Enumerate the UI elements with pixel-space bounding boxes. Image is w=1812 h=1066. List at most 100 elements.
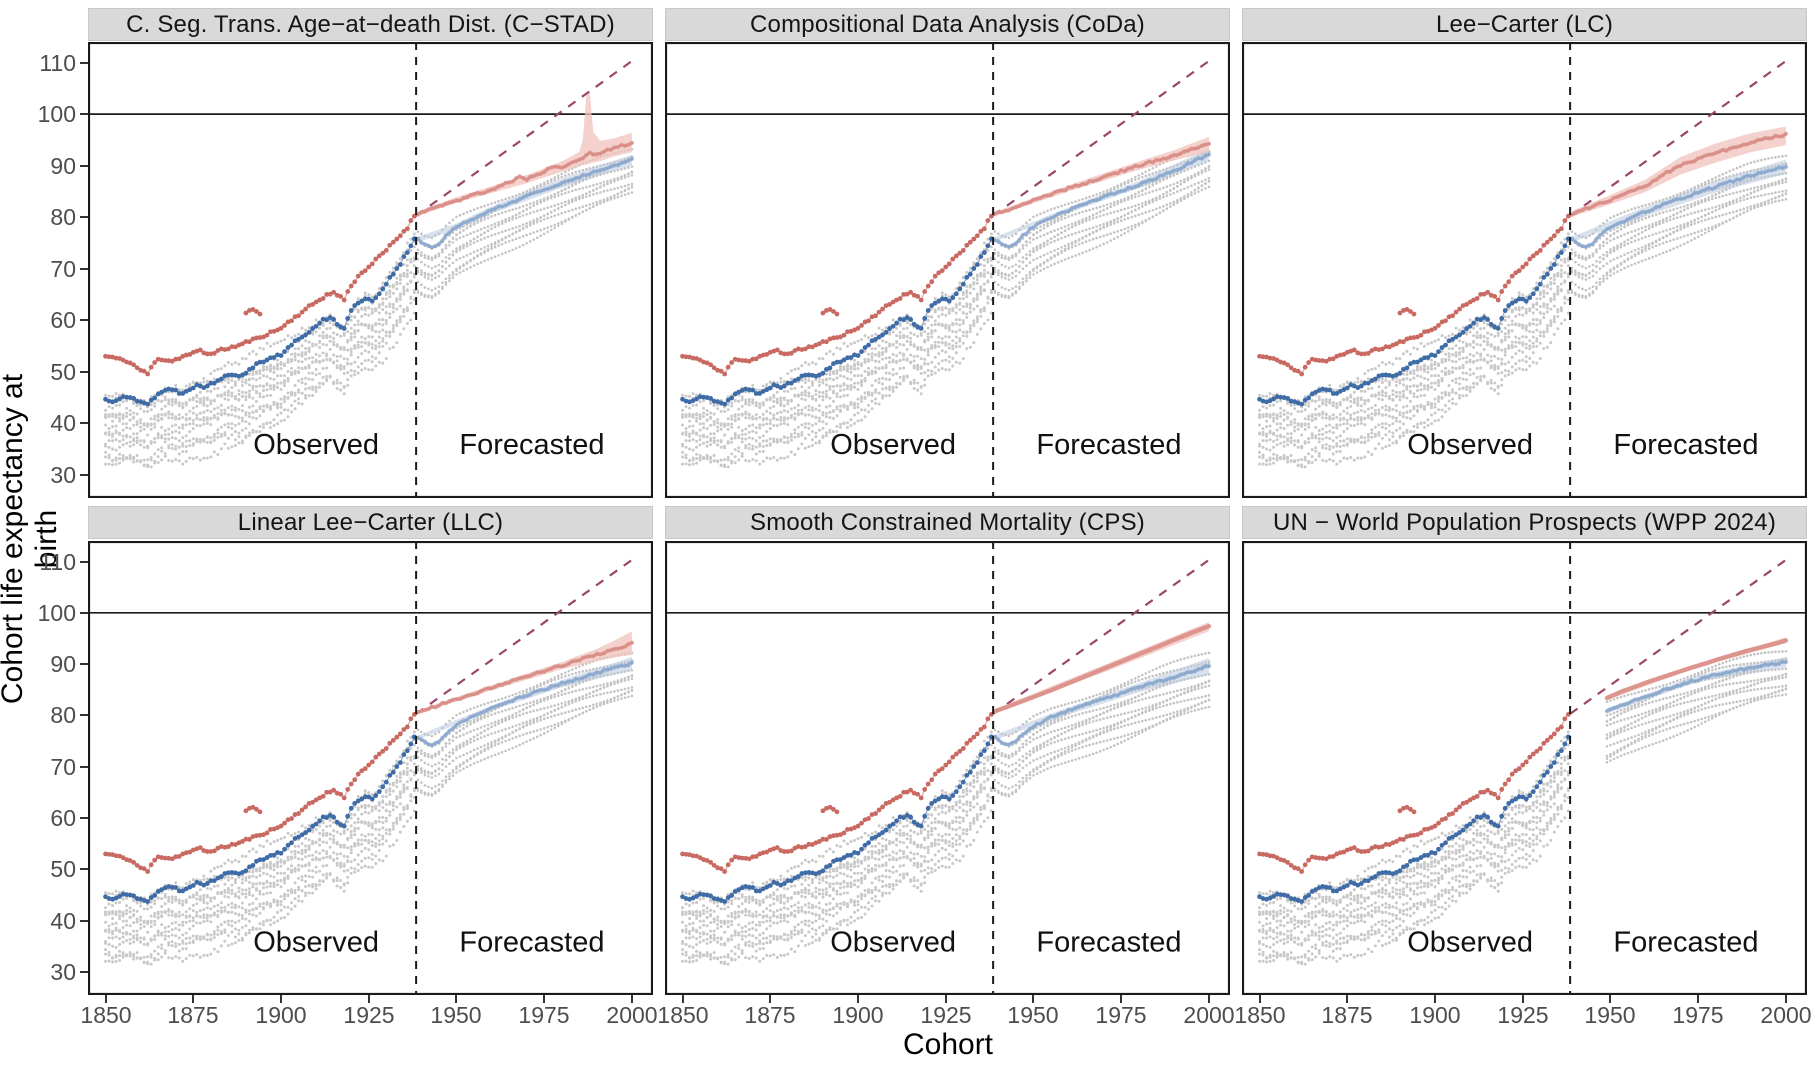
- panel-coda: Observed Forecasted: [664, 41, 1231, 499]
- y-tick-label: 110: [39, 549, 76, 575]
- forecast-points: [1569, 131, 1789, 217]
- forecast-points: [415, 140, 635, 217]
- forecast-points: [415, 156, 635, 250]
- y-tick-label: 50: [50, 856, 76, 882]
- y-tick-label: 40: [50, 410, 76, 436]
- y-tick-label: 90: [50, 153, 76, 179]
- y-tick: [80, 371, 88, 373]
- y-tick: [80, 268, 88, 270]
- x-tick-label: 1950: [430, 1002, 482, 1028]
- facet-title-coda: Compositional Data Analysis (CoDa): [750, 10, 1145, 38]
- forecast-points: [1569, 164, 1789, 249]
- x-tick-label: 2000: [1760, 1002, 1812, 1028]
- panel-border: [1241, 540, 1808, 996]
- x-tick-label: 1925: [343, 1002, 395, 1028]
- observed-red-points-line: [105, 714, 415, 873]
- plot-area-wpp: Observed Forecasted: [1241, 540, 1808, 996]
- y-tick-label: 100: [37, 101, 76, 127]
- facet-title-llc: Linear Lee−Carter (LLC): [237, 508, 504, 536]
- x-tick: [1346, 995, 1348, 1003]
- x-tick-label: 1950: [1007, 1002, 1059, 1028]
- facet-title-cstad: C. Seg. Trans. Age−at−death Dist. (C−STA…: [126, 10, 615, 38]
- observed-label: Observed: [830, 926, 956, 958]
- y-tick-label: 80: [50, 702, 76, 728]
- panel-border: [87, 540, 654, 996]
- y-tick: [80, 971, 88, 973]
- y-tick: [80, 663, 88, 665]
- x-tick-label: 2000: [1183, 1002, 1235, 1028]
- observed-red-outlier-points: [243, 307, 263, 317]
- panel-cps: Observed Forecasted: [664, 540, 1231, 996]
- x-tick: [1697, 995, 1699, 1003]
- y-tick-label: 50: [50, 359, 76, 385]
- trend-dashed-line: [415, 556, 637, 715]
- y-tick: [80, 62, 88, 64]
- plot-area-coda: Observed Forecasted: [664, 41, 1231, 499]
- x-tick: [769, 995, 771, 1003]
- facet-strip-wpp: UN − World Population Prospects (WPP 202…: [1242, 506, 1807, 539]
- x-axis-title: Cohort: [902, 1028, 994, 1061]
- y-tick: [80, 714, 88, 716]
- facet-strip-llc: Linear Lee−Carter (LLC): [88, 506, 653, 539]
- x-tick-label: 1850: [1234, 1002, 1286, 1028]
- observed-blue-points-line: [1259, 238, 1569, 405]
- observed-red-points-line: [1259, 215, 1569, 375]
- forecasted-label: Forecasted: [459, 926, 604, 958]
- x-tick: [455, 995, 457, 1003]
- facet-strip-cps: Smooth Constrained Mortality (CPS): [665, 506, 1230, 539]
- observed-label: Observed: [1407, 429, 1533, 461]
- x-tick: [1434, 995, 1436, 1003]
- y-tick-label: 70: [50, 754, 76, 780]
- forecast-line: [1604, 638, 1789, 701]
- observed-red-outlier-points: [820, 307, 840, 317]
- country-observed-dots: [104, 730, 416, 966]
- forecast-line: [992, 624, 1212, 714]
- y-tick-label: 70: [50, 256, 76, 282]
- trend-dashed-line: [992, 57, 1214, 217]
- plot-area-cstad: Observed Forecasted: [87, 41, 654, 499]
- panel-border: [87, 41, 654, 499]
- observed-blue-points-line: [1259, 736, 1569, 903]
- panel-border: [664, 540, 1231, 996]
- x-tick-label: 1975: [1672, 1002, 1724, 1028]
- country-forecast-dots: [416, 147, 634, 300]
- x-tick: [631, 995, 633, 1003]
- facet-strip-coda: Compositional Data Analysis (CoDa): [665, 8, 1230, 41]
- x-tick-label: 1925: [1497, 1002, 1549, 1028]
- forecast-points: [415, 660, 635, 748]
- observed-blue-points-line: [105, 238, 415, 405]
- trend-dashed-line: [1569, 556, 1791, 715]
- forecast-points: [1604, 659, 1789, 714]
- x-tick-label: 1900: [255, 1002, 307, 1028]
- x-tick: [280, 995, 282, 1003]
- x-tick-label: 1850: [80, 1002, 132, 1028]
- forecast-points: [992, 141, 1212, 216]
- forecast-points: [992, 152, 1212, 249]
- panel-border: [1241, 41, 1808, 499]
- forecasted-label: Forecasted: [1613, 429, 1758, 461]
- y-tick-label: 100: [37, 600, 76, 626]
- observed-label: Observed: [1407, 926, 1533, 958]
- forecasted-label: Forecasted: [1613, 926, 1758, 958]
- observed-blue-points-line: [682, 736, 992, 903]
- x-tick: [543, 995, 545, 1003]
- facet-strip-lc: Lee−Carter (LC): [1242, 8, 1807, 41]
- x-tick-label: 1900: [832, 1002, 884, 1028]
- panel-wpp: Observed Forecasted: [1241, 540, 1808, 996]
- observed-label: Observed: [253, 429, 379, 461]
- plot-area-lc: Observed Forecasted: [1241, 41, 1808, 499]
- panel-lc: Observed Forecasted: [1241, 41, 1808, 499]
- observed-red-points-line: [682, 714, 992, 873]
- y-tick: [80, 113, 88, 115]
- y-tick: [80, 868, 88, 870]
- observed-blue-points-line: [682, 238, 992, 405]
- panel-border: [664, 41, 1231, 499]
- facet-title-wpp: UN − World Population Prospects (WPP 202…: [1272, 508, 1777, 536]
- y-tick: [80, 920, 88, 922]
- forecast-points: [415, 640, 635, 715]
- x-tick: [857, 995, 859, 1003]
- x-tick: [1032, 995, 1034, 1003]
- observed-red-outlier-points: [820, 804, 840, 815]
- x-tick: [105, 995, 107, 1003]
- facet-strip-cstad: C. Seg. Trans. Age−at−death Dist. (C−STA…: [88, 8, 653, 41]
